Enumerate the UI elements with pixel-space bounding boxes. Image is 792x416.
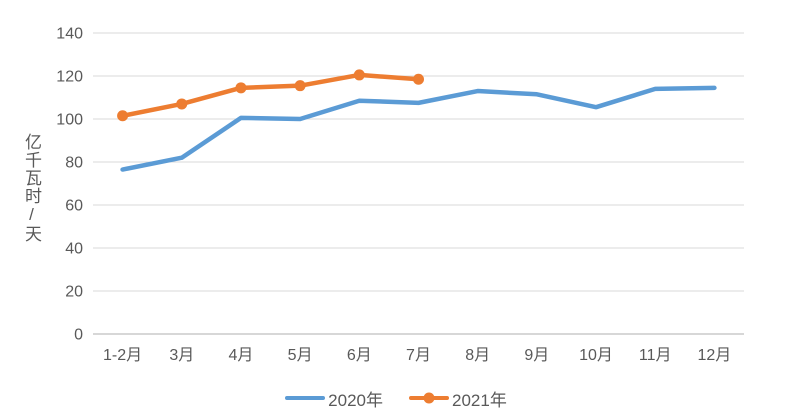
svg-text:3月: 3月 [169,347,194,364]
svg-text:120: 120 [56,69,83,86]
svg-text:0: 0 [74,327,83,344]
svg-text:9月: 9月 [524,347,549,364]
legend-marker-dot-2021 [423,392,435,404]
svg-text:6月: 6月 [347,347,372,364]
legend-line-swatch-2020 [285,396,326,400]
svg-text:60: 60 [65,198,83,215]
svg-text:20: 20 [65,284,83,301]
svg-text:100: 100 [56,112,83,129]
svg-text:8月: 8月 [465,347,490,364]
legend-label-2021: 2021年 [452,390,507,410]
svg-text:4月: 4月 [229,347,254,364]
legend-line-swatch-2021 [409,392,449,404]
legend-label-2020: 2020年 [328,390,383,410]
svg-text:140: 140 [56,26,83,43]
svg-text:12月: 12月 [698,347,732,364]
legend-item-2021[interactable]: 2021年 [409,386,507,411]
svg-text:11月: 11月 [639,347,672,364]
svg-text:40: 40 [65,241,83,258]
svg-text:5月: 5月 [288,347,313,364]
legend-item-2020[interactable]: 2020年 [285,386,383,411]
svg-text:7月: 7月 [406,347,431,364]
legend: 2020年 2021年 [0,385,792,411]
svg-text:80: 80 [65,155,83,172]
svg-text:10月: 10月 [579,347,613,364]
y-axis-title: 亿千瓦时/天 [22,133,41,243]
svg-text:1-2月: 1-2月 [103,347,142,364]
